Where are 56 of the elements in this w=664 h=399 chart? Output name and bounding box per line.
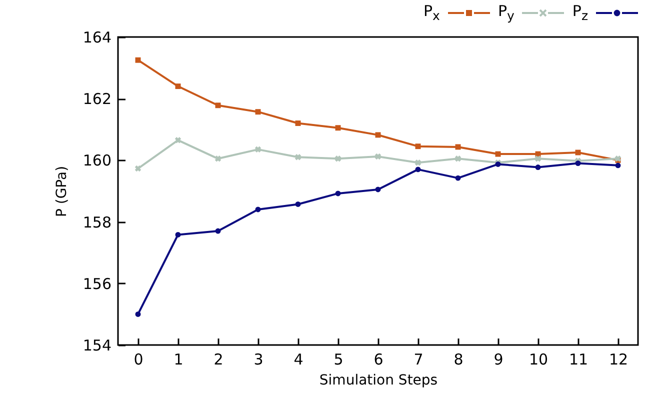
x-tick-label: 4 <box>294 350 304 368</box>
y-axis-title: P (GPa) <box>54 166 70 218</box>
point <box>575 160 581 166</box>
point <box>375 132 381 138</box>
x-tick-label: 2 <box>214 350 224 368</box>
point <box>335 190 341 196</box>
point <box>375 186 381 192</box>
x-tick-label: 5 <box>334 350 344 368</box>
point <box>255 109 261 115</box>
point <box>174 137 182 144</box>
point <box>534 156 542 162</box>
y-tick-label: 162 <box>82 90 112 108</box>
x-tick-label: 9 <box>494 350 504 368</box>
x-tick-label: 6 <box>374 350 384 368</box>
point <box>134 165 142 172</box>
point <box>415 166 421 172</box>
point <box>175 232 181 238</box>
x-tick-label: 8 <box>454 350 464 368</box>
point <box>215 228 221 234</box>
x-tick-label: 1 <box>174 350 184 368</box>
x-axis-title: Simulation Steps <box>319 372 438 388</box>
point <box>335 125 341 131</box>
x-tick-label: 0 <box>134 350 144 368</box>
point <box>135 311 141 317</box>
legend-label: P$_{y}$ <box>498 2 514 23</box>
y-tick-label: 160 <box>82 152 112 170</box>
legend-label: P$_{x}$ <box>423 2 440 23</box>
point <box>455 175 461 181</box>
point <box>495 151 501 157</box>
point <box>374 153 382 160</box>
x-tick-label: 3 <box>254 350 264 368</box>
point <box>294 154 302 160</box>
x-tick-label: 11 <box>568 350 588 368</box>
point <box>455 144 461 150</box>
point <box>175 84 181 90</box>
y-tick-label: 156 <box>82 274 112 293</box>
x-tick-label: 12 <box>608 350 628 368</box>
point <box>454 156 462 162</box>
point <box>295 120 301 126</box>
point <box>334 156 342 162</box>
point <box>535 164 541 170</box>
y-tick-label: 158 <box>82 213 112 232</box>
legend-label: P$_{z}$ <box>572 2 588 23</box>
point <box>615 162 621 168</box>
y-tick-label: 164 <box>82 28 112 46</box>
point <box>254 146 262 153</box>
point <box>295 202 301 207</box>
x-tick-label: 7 <box>414 350 424 368</box>
y-tick-label: 154 <box>82 336 112 354</box>
point <box>215 102 221 108</box>
point <box>415 144 421 150</box>
x-tick-label: 10 <box>528 350 548 368</box>
point <box>214 156 222 162</box>
point <box>135 57 141 63</box>
point <box>255 206 261 212</box>
point <box>414 160 422 166</box>
